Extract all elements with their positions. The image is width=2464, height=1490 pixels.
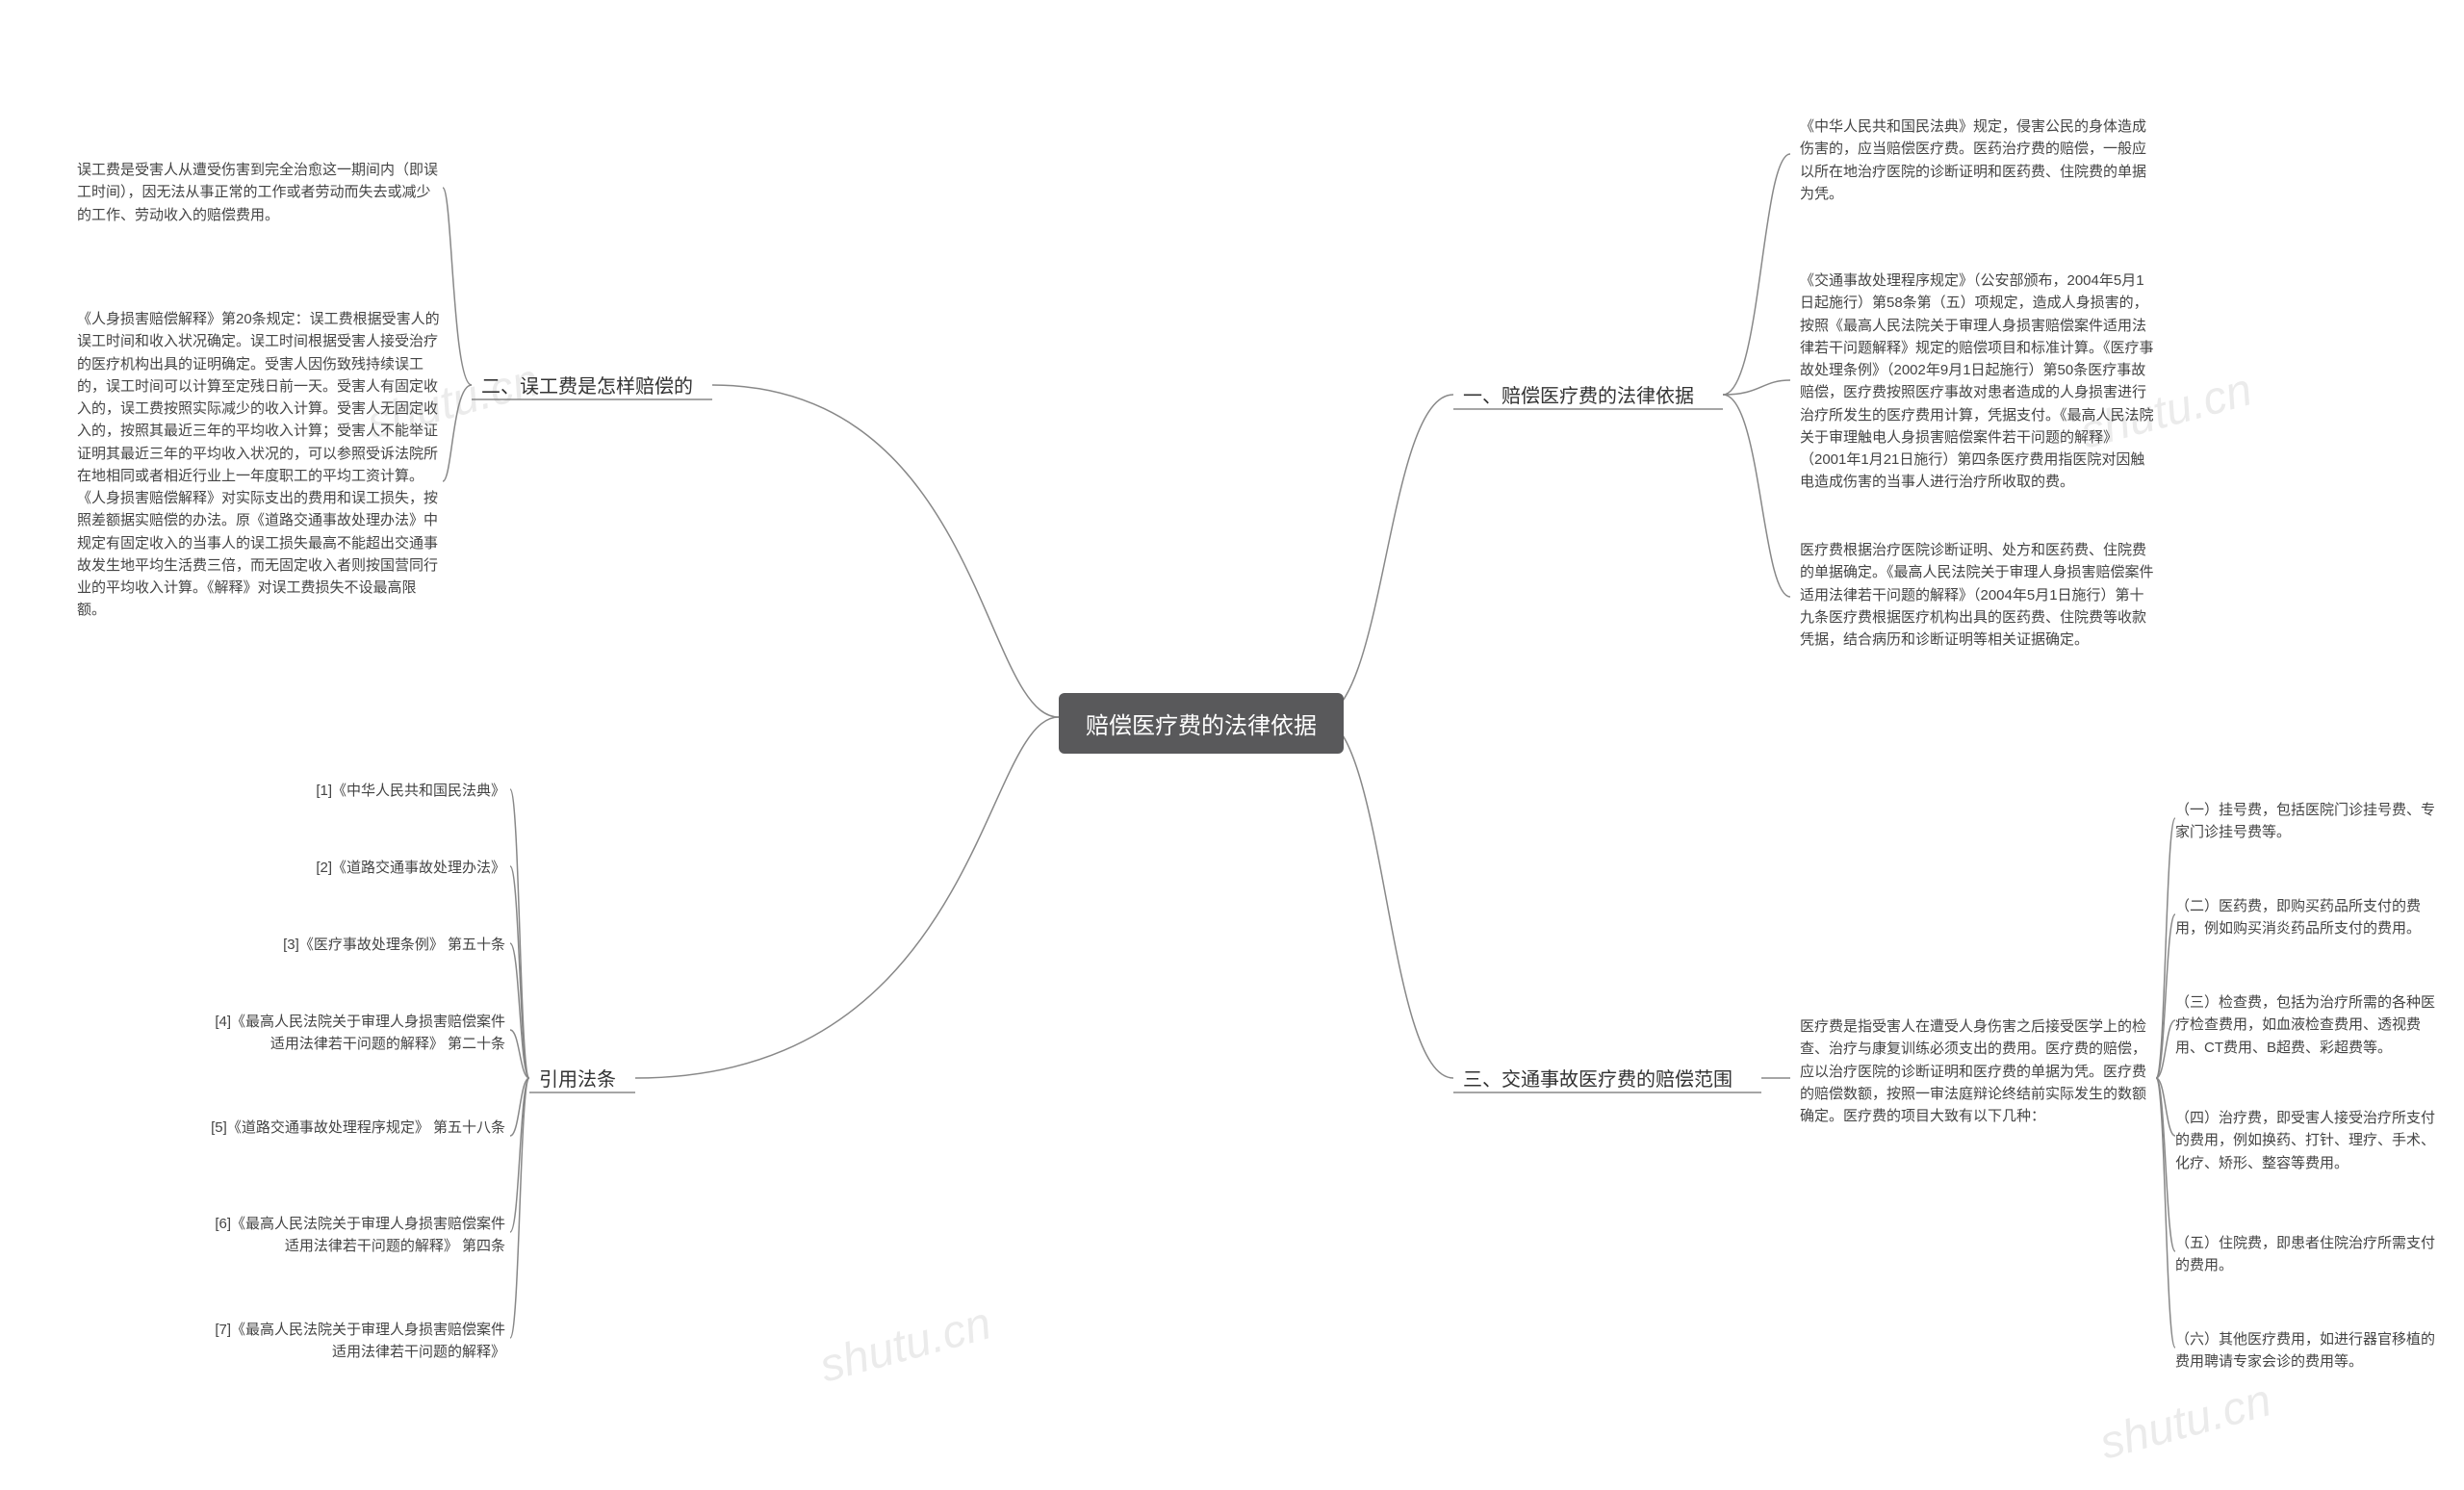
- leaf-b3-5: （五）住院费，即患者住院治疗所需支付的费用。: [2175, 1232, 2445, 1277]
- leaf-b3-3: （三）检查费，包括为治疗所需的各种医疗检查费用，如血液检查费用、透视费用、CT费…: [2175, 991, 2445, 1059]
- leaf-b2-1: 误工费是受害人从遭受伤害到完全治愈这一期间内（即误工时间），因无法从事正常的工作…: [77, 159, 443, 226]
- leaf-b4-1: [1]《中华人民共和国民法典》: [207, 780, 505, 802]
- leaf-b4-2: [2]《道路交通事故处理办法》: [207, 857, 505, 879]
- center-node: 赔偿医疗费的法律依据: [1059, 693, 1344, 754]
- leaf-b1-2: 《交通事故处理程序规定》（公安部颁布，2004年5月1日起施行）第58条第（五）…: [1800, 270, 2156, 494]
- leaf-b3-4: （四）治疗费，即受害人接受治疗所支付的费用，例如换药、打针、理疗、手术、化疗、矫…: [2175, 1107, 2445, 1174]
- leaf-b3-1: （一）挂号费，包括医院门诊挂号费、专家门诊挂号费等。: [2175, 799, 2445, 844]
- leaf-b1-3: 医疗费根据治疗医院诊断证明、处方和医药费、住院费的单据确定。《最高人民法院关于审…: [1800, 539, 2156, 651]
- leaf-b4-7: [7]《最高人民法院关于审理人身损害赔偿案件适用法律若干问题的解释》: [207, 1319, 505, 1364]
- leaf-b1-1: 《中华人民共和国民法典》规定，侵害公民的身体造成伤害的，应当赔偿医疗费。医药治疗…: [1800, 116, 2156, 205]
- watermark: shutu.cn: [2094, 1374, 2277, 1470]
- leaf-b4-4: [4]《最高人民法院关于审理人身损害赔偿案件适用法律若干问题的解释》 第二十条: [207, 1011, 505, 1056]
- branch-b4: 引用法条: [539, 1064, 616, 1092]
- leaf-b3-6: （六）其他医疗费用，如进行器官移植的费用聘请专家会诊的费用等。: [2175, 1328, 2445, 1374]
- leaf-b3-2: （二）医药费，即购买药品所支付的费用，例如购买消炎药品所支付的费用。: [2175, 895, 2445, 940]
- branch-b1: 一、赔偿医疗费的法律依据: [1463, 380, 1694, 408]
- branch-b3: 三、交通事故医疗费的赔偿范围: [1463, 1064, 1732, 1092]
- leaf-b4-3: [3]《医疗事故处理条例》 第五十条: [207, 934, 505, 956]
- leaf-b4-6: [6]《最高人民法院关于审理人身损害赔偿案件适用法律若干问题的解释》 第四条: [207, 1213, 505, 1258]
- leaf-b3-intro: 医疗费是指受害人在遭受人身伤害之后接受医学上的检查、治疗与康复训练必须支出的费用…: [1800, 1015, 2156, 1127]
- watermark: shutu.cn: [814, 1297, 997, 1393]
- branch-b2: 二、误工费是怎样赔偿的: [481, 371, 693, 398]
- leaf-b4-5: [5]《道路交通事故处理程序规定》 第五十八条: [207, 1117, 505, 1139]
- leaf-b2-2: 《人身损害赔偿解释》第20条规定：误工费根据受害人的误工时间和收入状况确定。误工…: [77, 308, 443, 622]
